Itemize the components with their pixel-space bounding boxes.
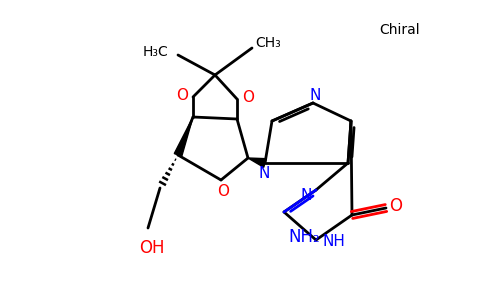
Text: NH₂: NH₂ xyxy=(288,228,320,246)
Text: NH: NH xyxy=(322,235,346,250)
Text: OH: OH xyxy=(139,239,165,257)
Text: N: N xyxy=(309,88,321,103)
Text: N: N xyxy=(300,188,312,202)
Polygon shape xyxy=(248,158,266,167)
Text: N: N xyxy=(258,166,270,181)
Text: O: O xyxy=(390,197,403,215)
Text: O: O xyxy=(176,88,188,104)
Text: O: O xyxy=(217,184,229,199)
Polygon shape xyxy=(174,117,193,157)
Text: O: O xyxy=(242,91,254,106)
Text: CH₃: CH₃ xyxy=(255,36,281,50)
Text: Chiral: Chiral xyxy=(379,23,420,37)
Text: H₃C: H₃C xyxy=(142,45,168,59)
